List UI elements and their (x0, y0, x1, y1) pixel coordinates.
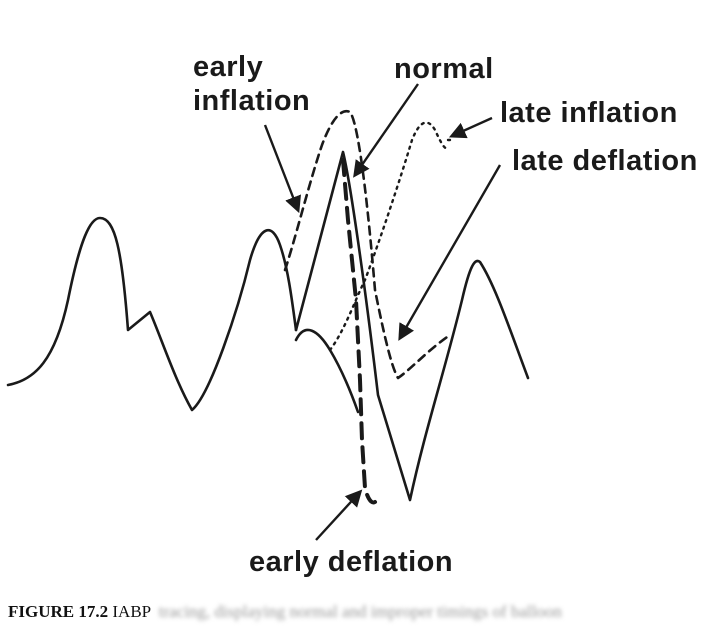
early-deflation-wave (341, 158, 377, 505)
early-inflation-label-line2: inflation (193, 85, 311, 117)
early-inflation-wave (283, 109, 452, 380)
early-inflation-label: early inflation (193, 50, 310, 118)
normal-label: normal (394, 53, 494, 85)
caption-text: IABP (112, 602, 151, 621)
caption-obscured-text: tracing, displaying normal and improper … (158, 602, 562, 621)
late-deflation-label: late deflation (512, 145, 698, 177)
early-inflation-label-line1: early (193, 51, 264, 83)
normal-arrow (353, 83, 419, 178)
late-deflation-arrow (398, 164, 502, 341)
post-dicrotic-segment (294, 328, 360, 414)
figure-number: FIGURE 17.2 (8, 602, 109, 621)
figure-caption: FIGURE 17.2 IABP tracing, displaying nor… (8, 602, 708, 622)
late-inflation-wave (328, 121, 454, 352)
early-deflation-label: early deflation (249, 546, 454, 578)
early-inflation-arrow (263, 124, 301, 214)
late-inflation-label: late inflation (500, 97, 678, 129)
normal-augmented-wave (294, 150, 530, 502)
baseline-waveform (6, 216, 298, 412)
early-deflation-arrow (315, 489, 363, 541)
late-inflation-arrow (448, 116, 493, 139)
iabp-waveform-diagram (6, 83, 530, 541)
